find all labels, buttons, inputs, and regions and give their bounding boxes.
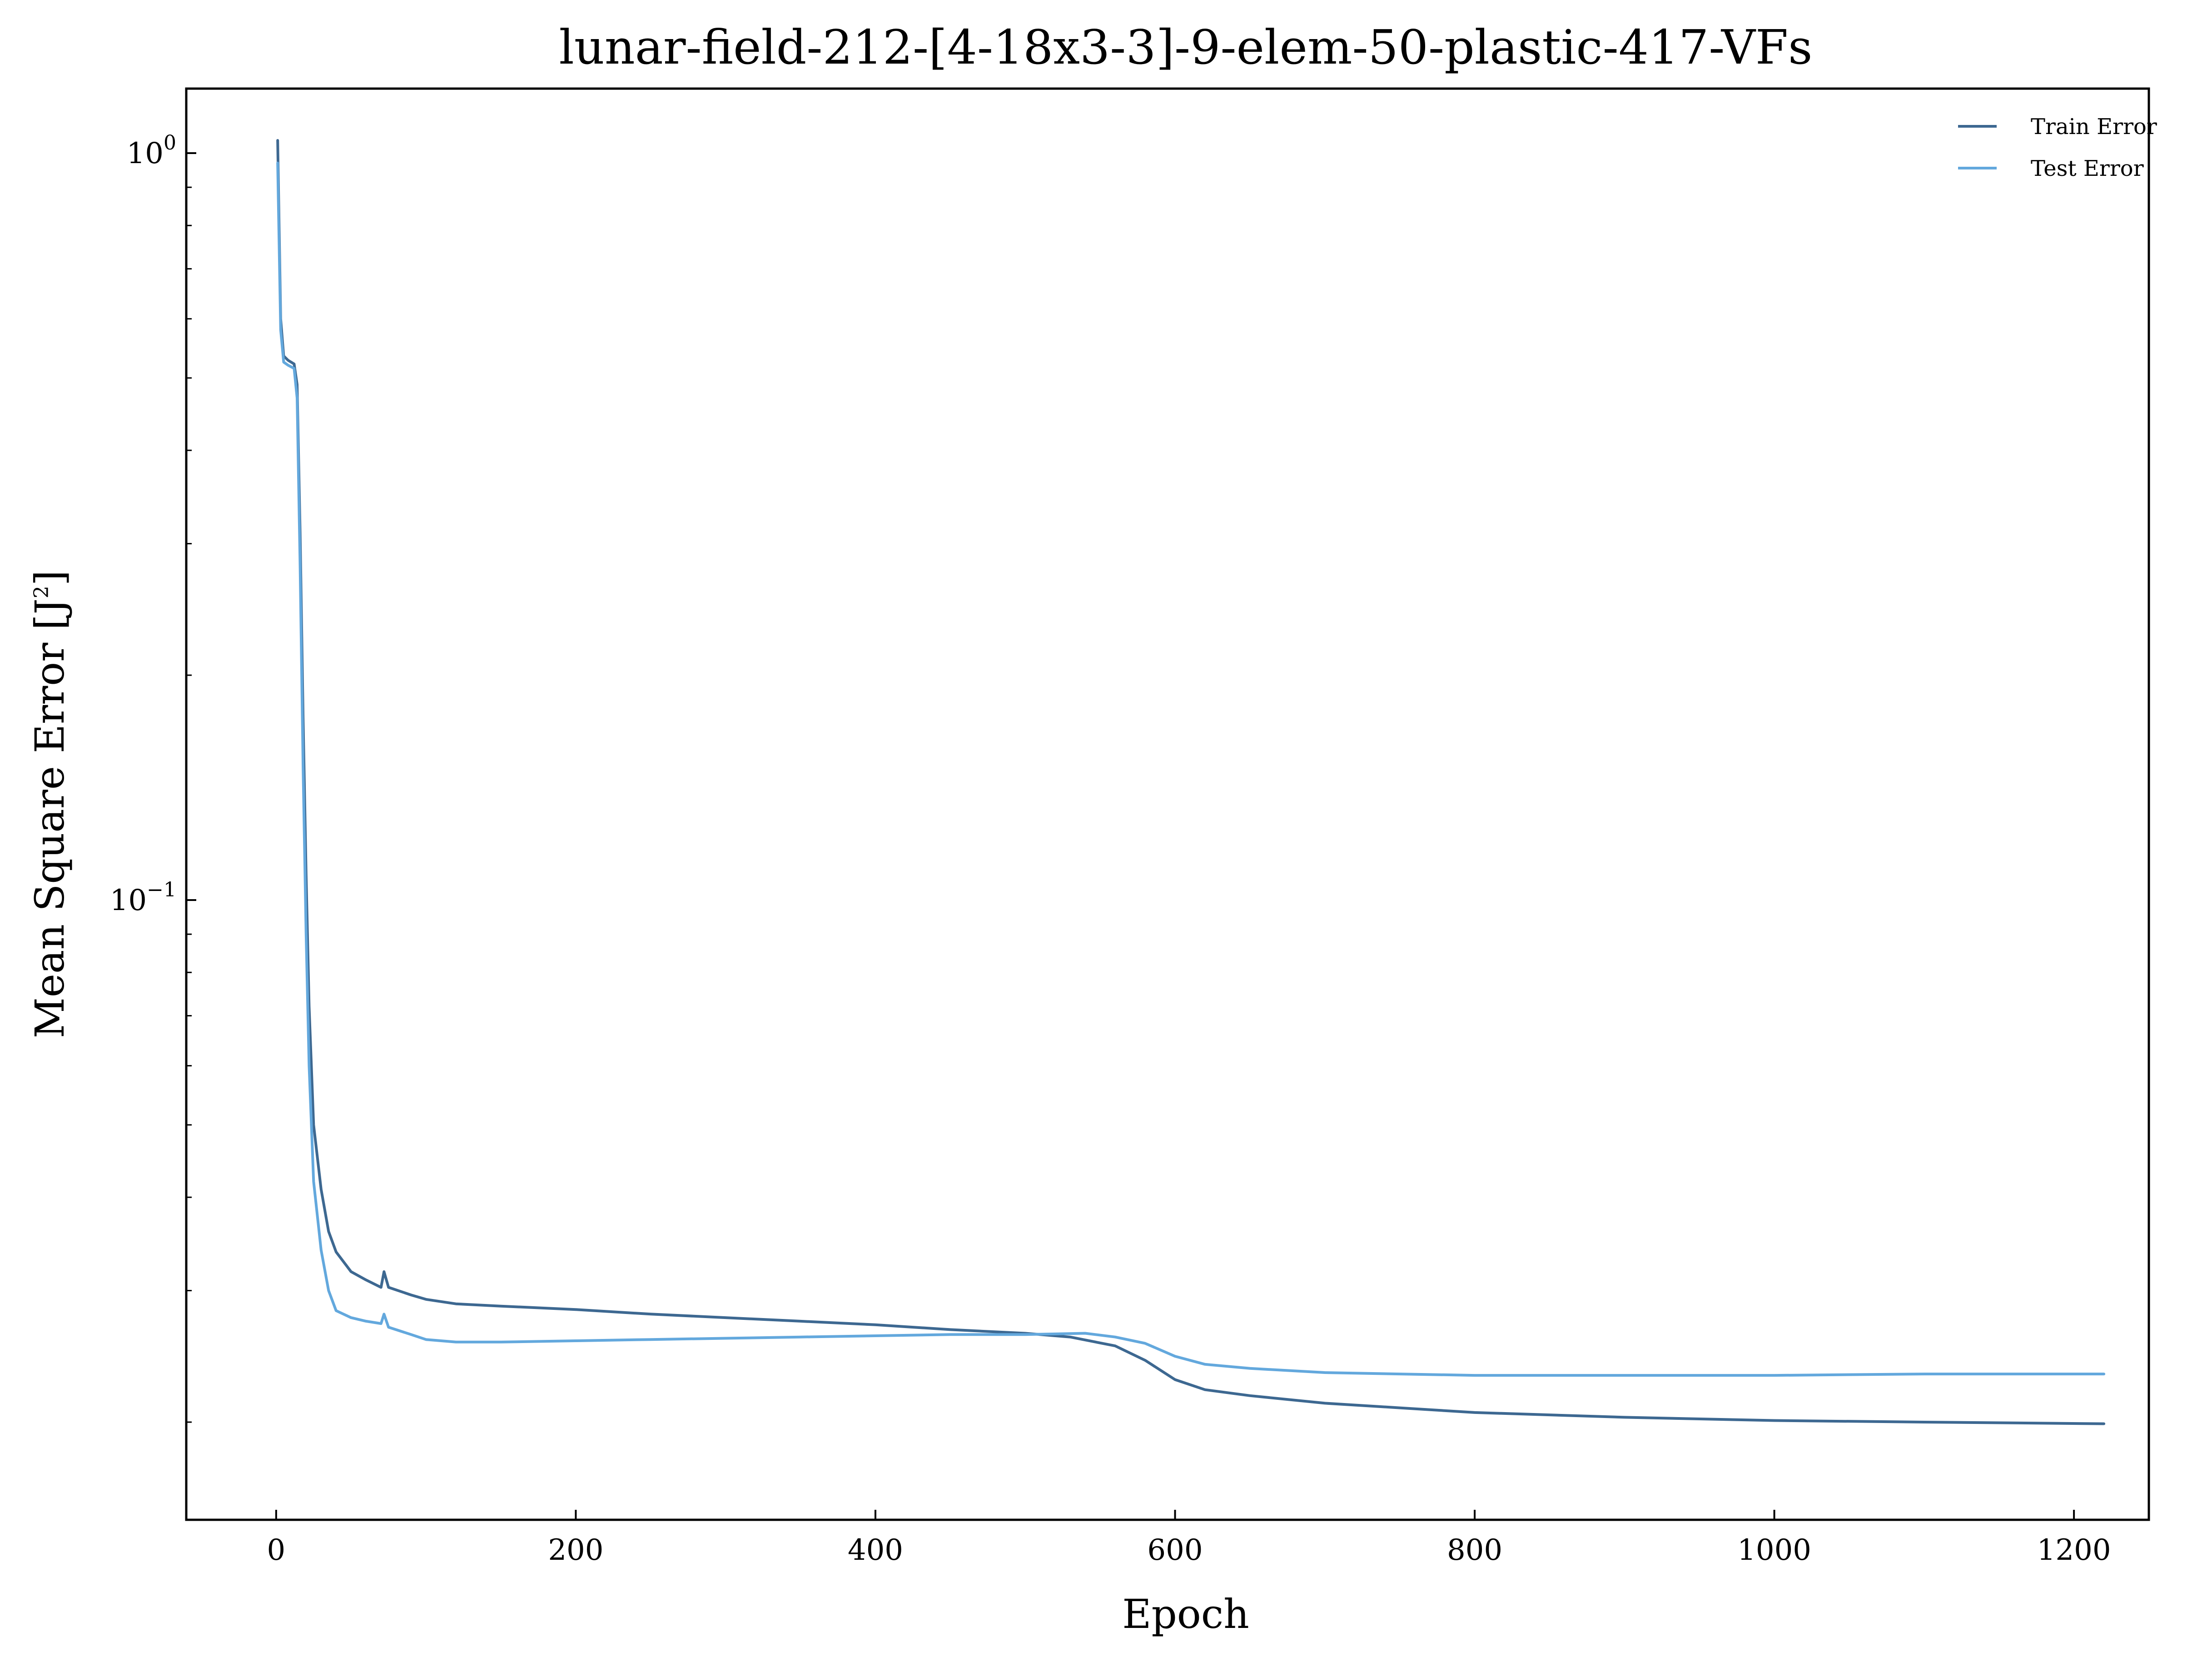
y-axis-label-end: ]	[26, 570, 73, 586]
plot-area	[276, 139, 2106, 1425]
x-tick-label: 1000	[1737, 1533, 1811, 1567]
x-tick-label: 400	[848, 1533, 903, 1567]
x-axis: 0 200 400 600 800 1000 1200	[267, 1510, 2111, 1567]
y-axis-label: Mean Square Error [J2]	[26, 570, 73, 1039]
y-axis: 100 10−1	[110, 131, 196, 1423]
legend: Train Error Test Error	[1958, 114, 2157, 181]
series-line-train-error	[276, 139, 2106, 1425]
y-axis-label-superscript: 2	[30, 586, 53, 598]
chart-title: lunar-field-212-[4-18x3-3]-9-elem-50-pla…	[559, 20, 1813, 75]
x-tick-label: 1200	[2037, 1533, 2111, 1567]
y-axis-label-text: Mean Square Error [J	[26, 598, 73, 1038]
axes-frame	[185, 87, 2150, 1521]
y-tick-label: 100	[127, 131, 176, 170]
x-tick-label: 200	[548, 1533, 603, 1567]
x-tick-label: 0	[267, 1533, 286, 1567]
x-axis-label: Epoch	[1122, 1591, 1249, 1637]
legend-label: Train Error	[2031, 114, 2157, 139]
x-tick-label: 600	[1147, 1533, 1203, 1567]
x-tick-label: 800	[1447, 1533, 1502, 1567]
legend-label: Test Error	[2031, 156, 2144, 181]
series-line-test-error	[276, 161, 2106, 1377]
y-tick-label: 10−1	[110, 878, 176, 917]
